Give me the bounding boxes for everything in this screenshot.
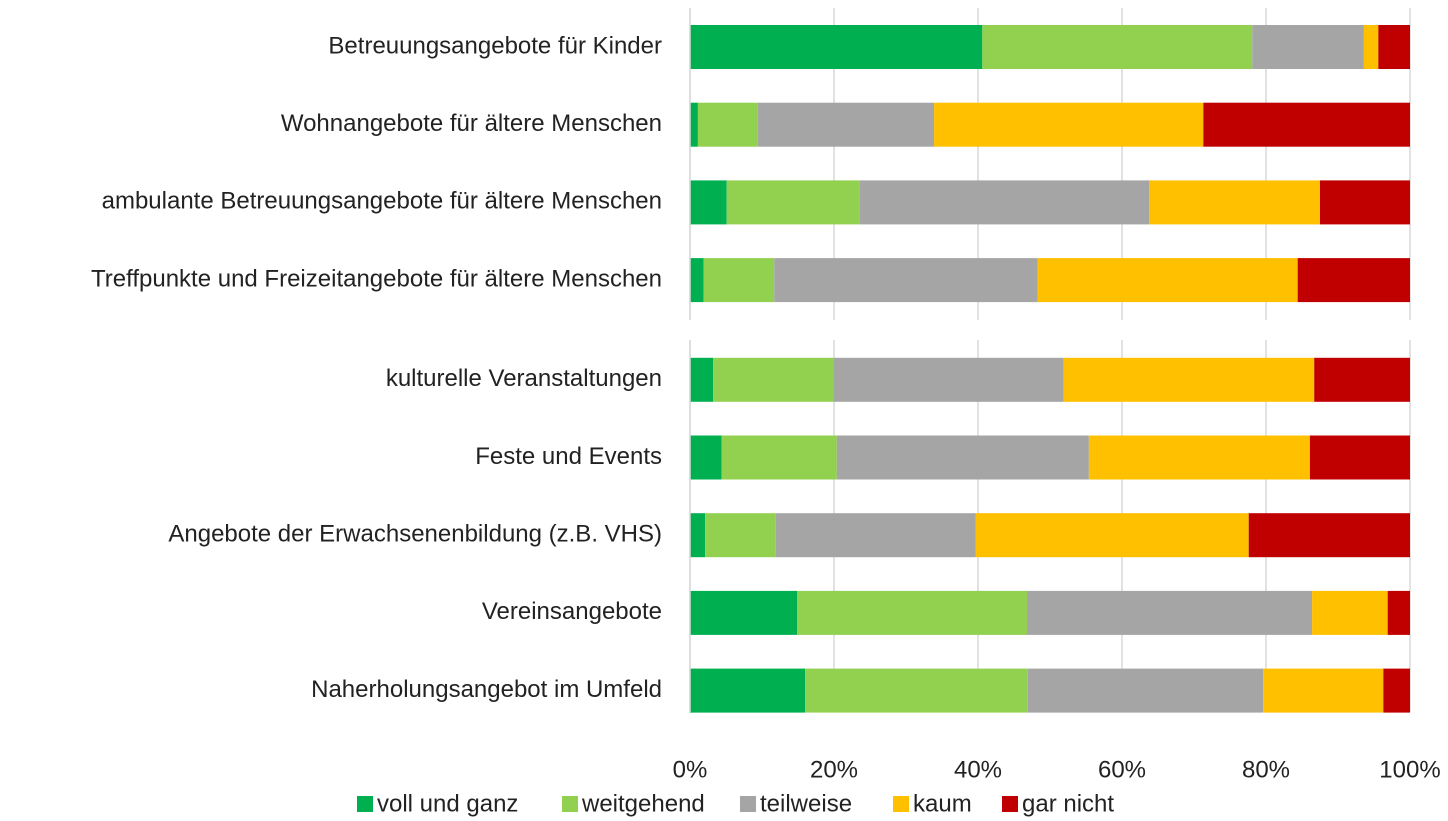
legend-label: teilweise (760, 790, 852, 817)
bar-segment (757, 102, 935, 147)
category-label: Naherholungsangebot im Umfeld (311, 676, 662, 703)
bar-segment (1037, 258, 1298, 303)
legend-label: voll und ganz (377, 790, 518, 817)
bar-segment (775, 513, 976, 558)
bar-segment (1387, 590, 1410, 635)
bar-segment (690, 590, 798, 635)
bar-segment (1088, 435, 1310, 480)
bar-segment (690, 435, 722, 480)
bar-segment (690, 668, 806, 713)
bar-segment (1026, 590, 1313, 635)
bar-segment (703, 258, 775, 303)
bar-segment (1263, 668, 1384, 713)
bar-segment (1378, 25, 1410, 69)
bar-segment (934, 102, 1204, 147)
bar-segment (1383, 668, 1410, 713)
legend-swatch (357, 796, 373, 812)
x-tick-label: 40% (954, 756, 1002, 783)
bar-segment (1203, 102, 1410, 147)
bar-segment (975, 513, 1249, 558)
bar-segment (1149, 180, 1320, 225)
x-tick-label: 0% (673, 756, 708, 783)
bar-segment (1027, 668, 1264, 713)
x-tick-label: 100% (1379, 756, 1440, 783)
bar-segment (859, 180, 1150, 225)
legend-swatch (893, 796, 909, 812)
legend-swatch (740, 796, 756, 812)
category-label: Betreuungsangebote für Kinder (328, 32, 662, 59)
legend-label: gar nicht (1022, 790, 1114, 817)
bar-segment (1312, 590, 1388, 635)
category-label: Wohnangebote für ältere Menschen (281, 110, 662, 137)
bar-segment (726, 180, 860, 225)
bar-segment (834, 357, 1064, 402)
x-tick-label: 20% (810, 756, 858, 783)
bar-segment (1297, 258, 1410, 303)
bar-segment (690, 513, 706, 558)
category-label: Feste und Events (475, 443, 662, 470)
legend-swatch (562, 796, 578, 812)
category-label: Treffpunkte und Freizeitangebote für ält… (91, 265, 662, 292)
bar-segment (1248, 513, 1410, 558)
bar-segment (1314, 357, 1410, 402)
bar-segment (697, 102, 758, 147)
legend-label: kaum (913, 790, 972, 817)
bar-segment (836, 435, 1089, 480)
bar-segment (1309, 435, 1410, 480)
bar-segment (1363, 25, 1379, 69)
bar-segment (982, 25, 1253, 69)
bar-segment (805, 668, 1028, 713)
bar-segment (721, 435, 837, 480)
bar-segment (774, 258, 1038, 303)
bar-segment (690, 102, 698, 147)
bar-segment (797, 590, 1027, 635)
category-label: Angebote der Erwachsenenbildung (z.B. VH… (168, 521, 662, 548)
x-tick-label: 60% (1098, 756, 1146, 783)
bar-segment (690, 25, 983, 69)
legend-label: weitgehend (581, 790, 705, 817)
legend-swatch (1002, 796, 1018, 812)
category-label: Vereinsangebote (482, 598, 662, 625)
bar-segment (1063, 357, 1315, 402)
bar-segment (713, 357, 834, 402)
category-label: kulturelle Veranstaltungen (386, 365, 662, 392)
bar-segment (690, 180, 727, 225)
bar-segment (690, 258, 704, 303)
bar-segment (690, 357, 714, 402)
bar-segment (705, 513, 776, 558)
category-label: ambulante Betreuungsangebote für ältere … (102, 188, 662, 215)
bar-segment (1252, 25, 1364, 69)
x-tick-label: 80% (1242, 756, 1290, 783)
bar-segment (1320, 180, 1410, 225)
